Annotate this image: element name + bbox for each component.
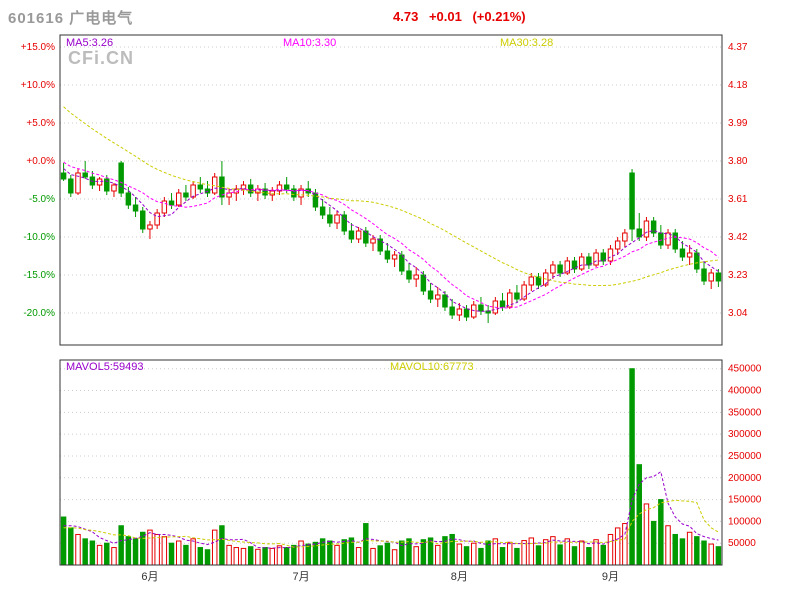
svg-text:3.42: 3.42 bbox=[728, 232, 748, 243]
month-labels: 6月 7月 8月 9月 bbox=[141, 571, 619, 583]
svg-text:9月: 9月 bbox=[602, 571, 619, 583]
svg-text:350000: 350000 bbox=[728, 407, 762, 418]
mavol10-legend: MAVOL10:67773 bbox=[390, 361, 474, 373]
svg-text:250000: 250000 bbox=[728, 451, 762, 462]
candlestick-series bbox=[60, 161, 722, 323]
svg-text:450000: 450000 bbox=[728, 364, 762, 375]
quote-change: +0.01 bbox=[428, 9, 462, 24]
svg-text:6月: 6月 bbox=[141, 571, 158, 583]
ma10-legend: MA10:3.30 bbox=[283, 37, 337, 49]
svg-text:+5.0%: +5.0% bbox=[26, 118, 55, 129]
svg-text:50000: 50000 bbox=[728, 538, 756, 549]
svg-text:150000: 150000 bbox=[728, 495, 762, 506]
ma5-legend: MA5:3.26 bbox=[66, 37, 114, 49]
svg-text:400000: 400000 bbox=[728, 386, 762, 397]
stock-quote: 4.73 +0.01 (+0.21%) bbox=[393, 9, 533, 24]
svg-text:+10.0%: +10.0% bbox=[21, 80, 55, 91]
quote-price: 4.73 bbox=[393, 9, 419, 24]
svg-text:-20.0%: -20.0% bbox=[23, 308, 55, 319]
svg-text:4.18: 4.18 bbox=[728, 80, 748, 91]
svg-text:4.37: 4.37 bbox=[728, 42, 748, 53]
svg-text:3.61: 3.61 bbox=[728, 194, 748, 205]
svg-text:100000: 100000 bbox=[728, 516, 762, 527]
svg-text:3.99: 3.99 bbox=[728, 118, 748, 129]
svg-text:7月: 7月 bbox=[292, 571, 309, 583]
watermark-logo: CFi.CN bbox=[68, 48, 134, 68]
svg-text:8月: 8月 bbox=[451, 571, 468, 583]
volume-bars bbox=[60, 368, 722, 566]
stock-title: 601616 广电电气 bbox=[8, 10, 134, 27]
svg-text:+15.0%: +15.0% bbox=[21, 42, 55, 53]
svg-text:3.04: 3.04 bbox=[728, 308, 748, 319]
svg-text:-15.0%: -15.0% bbox=[23, 270, 55, 281]
quote-change-pct: (+0.21%) bbox=[472, 9, 526, 24]
svg-text:300000: 300000 bbox=[728, 429, 762, 440]
ma30-legend: MA30:3.28 bbox=[500, 37, 554, 49]
svg-text:-10.0%: -10.0% bbox=[23, 232, 55, 243]
axis-labels: +15.0% 4.37 +10.0% 4.18 +5.0% 3.99 +0.0% 3.80 -5… bbox=[21, 42, 762, 549]
ma-lines bbox=[63, 106, 719, 549]
svg-text:3.23: 3.23 bbox=[728, 270, 748, 281]
svg-text:+0.0%: +0.0% bbox=[26, 156, 55, 167]
svg-text:200000: 200000 bbox=[728, 473, 762, 484]
svg-text:3.80: 3.80 bbox=[728, 156, 748, 167]
grid-lines bbox=[60, 46, 722, 544]
svg-text:-5.0%: -5.0% bbox=[29, 194, 55, 205]
plot-borders bbox=[59, 34, 723, 566]
mavol5-legend: MAVOL5:59493 bbox=[66, 361, 144, 373]
